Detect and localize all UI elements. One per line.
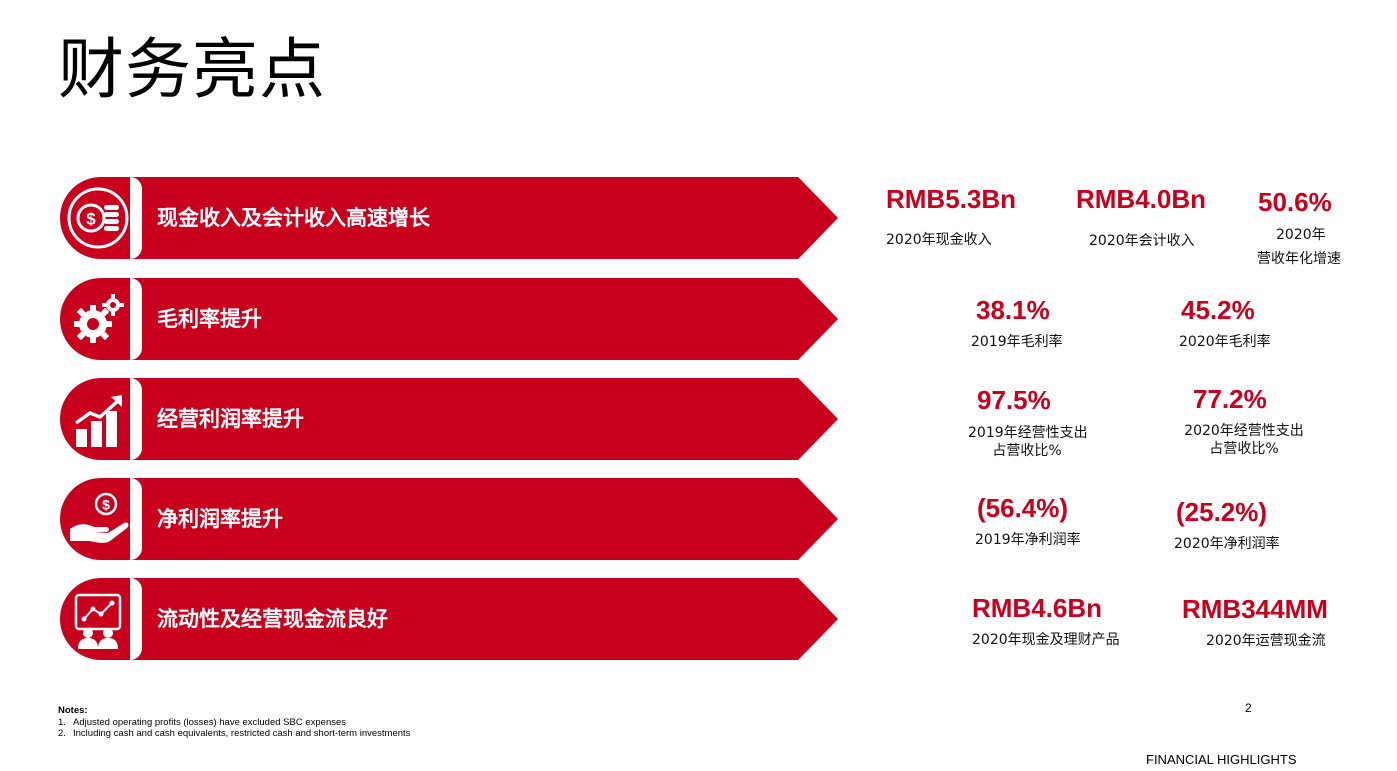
notes-title: Notes:: [58, 705, 88, 716]
kpi-value: 45.2%: [1181, 295, 1255, 325]
disc-divider: [130, 478, 142, 560]
highlight-label: 净利润率提升: [157, 507, 283, 531]
kpi-caption: 2020年: [1276, 227, 1326, 243]
icon-disc: [60, 177, 138, 259]
arrow-banner: [100, 378, 838, 460]
note-item: 2. Including cash and cash equivalents, r…: [58, 728, 410, 740]
kpi-value: RMB344MM: [1182, 594, 1328, 624]
kpi-value: 77.2%: [1193, 384, 1267, 414]
kpi-caption: 2020年现金收入: [886, 232, 992, 248]
kpi-caption: 营收年化增速: [1257, 251, 1341, 267]
note-item: 1. Adjusted operating profits (losses) ha…: [58, 717, 410, 729]
kpi-value: 38.1%: [976, 295, 1050, 325]
kpi-caption: 2020年经营性支出: [1184, 423, 1304, 439]
disc-divider: [130, 378, 142, 460]
kpi-caption: 2019年毛利率: [971, 334, 1063, 350]
note-text: Including cash and cash equivalents, res…: [73, 728, 411, 739]
svg-text:$: $: [102, 497, 110, 513]
arrow-banner: [100, 478, 838, 560]
page-number: 2: [1245, 701, 1252, 715]
kpi-caption: 2019年净利润率: [975, 532, 1081, 548]
highlight-label: 现金收入及会计收入高速增长: [157, 206, 430, 230]
hand-holding-dollar-icon: $: [70, 492, 129, 543]
kpi-caption: 2019年经营性支出: [968, 425, 1088, 441]
kpi-value: RMB4.6Bn: [972, 593, 1103, 623]
kpi-caption: 2020年毛利率: [1179, 334, 1271, 350]
kpi-caption: 2020年净利润率: [1174, 536, 1280, 552]
kpi-caption: 占营收比%: [1209, 441, 1279, 457]
disc-divider: [130, 278, 142, 360]
kpi-value: (25.2%): [1176, 497, 1268, 527]
kpi-value: RMB5.3Bn: [886, 184, 1017, 214]
svg-text:$: $: [86, 210, 96, 229]
section-label: FINANCIAL HIGHLIGHTS: [1146, 752, 1297, 767]
note-number: 2.: [58, 728, 66, 739]
coins-dollar-icon: $: [67, 187, 129, 249]
note-text: Adjusted operating profits (losses) have…: [73, 716, 347, 728]
kpi-value: 50.6%: [1258, 187, 1332, 217]
gears-icon: [74, 294, 124, 343]
note-number: 1.: [58, 716, 66, 728]
growth-bar-chart-icon: [74, 395, 122, 447]
arrow-banner: [100, 578, 838, 660]
kpi-caption: 2020年运营现金流: [1206, 633, 1326, 649]
disc-divider: [130, 177, 142, 259]
icon-disc: [60, 478, 138, 560]
highlight-label: 经营利润率提升: [157, 407, 304, 431]
kpi-caption: 2020年会计收入: [1089, 233, 1195, 249]
kpi-value: 97.5%: [977, 385, 1051, 415]
highlight-label: 流动性及经营现金流良好: [157, 607, 388, 631]
highlight-band-gross-margin: 毛利率提升: [60, 278, 840, 360]
kpi-caption: 占营收比%: [992, 443, 1062, 459]
footnotes: Notes: 1. Adjusted operating profits (los…: [58, 705, 410, 740]
kpi-caption: 2020年现金及理财产品: [972, 632, 1120, 648]
highlight-band-operating-margin: 经营利润率提升: [60, 378, 840, 460]
highlight-band-revenue-growth: $ 现金收入及会计收入高速增长: [60, 177, 840, 259]
disc-divider: [130, 578, 142, 660]
kpi-value: (56.4%): [977, 493, 1069, 523]
kpi-value: RMB4.0Bn: [1076, 184, 1207, 214]
arrow-banner: [100, 278, 838, 360]
presentation-board-icon: [74, 593, 122, 649]
highlight-band-net-margin: $ 净利润率提升: [60, 478, 840, 560]
highlight-band-liquidity: 流动性及经营现金流良好: [60, 578, 840, 660]
page-title: 财务亮点: [58, 31, 326, 108]
arrow-banner: [100, 177, 838, 259]
highlight-label: 毛利率提升: [157, 307, 262, 331]
